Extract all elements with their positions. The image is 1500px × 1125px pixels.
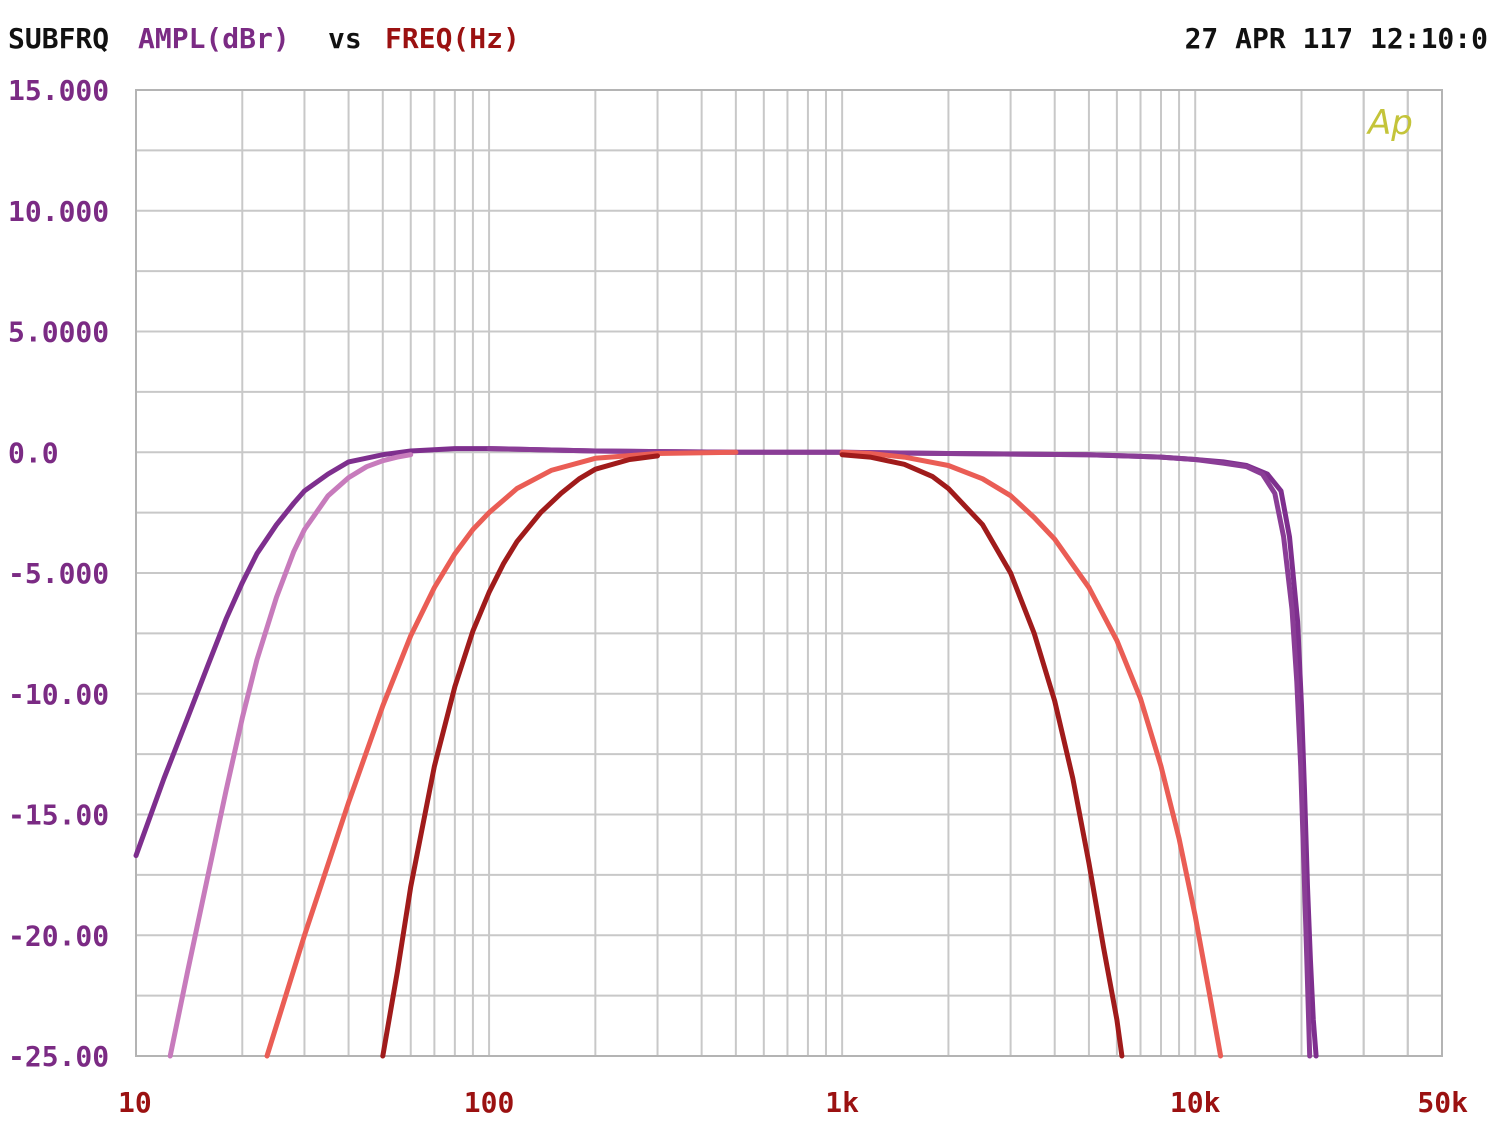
timestamp: 27 APR 117 12:10:0 — [1185, 22, 1488, 55]
y-tick-label: -25.00 — [8, 1040, 109, 1073]
series-line-2 — [486, 446, 1313, 1059]
series-group — [133, 446, 1319, 1059]
y-tick-label: -5.000 — [8, 557, 109, 590]
y-tick-label: -15.00 — [8, 799, 109, 832]
ap-logo: Ap — [1366, 103, 1413, 143]
y-axis-tick-labels: 15.000 10.000 5.0000 0.0 -5.000 -10.00 -15.00 -… — [8, 74, 109, 1073]
y-tick-label: -10.00 — [8, 678, 109, 711]
x-tick-label: 50k — [1417, 1086, 1468, 1119]
y-tick-label: 10.000 — [8, 195, 109, 228]
grid — [136, 90, 1442, 1056]
series-line-4 — [264, 449, 739, 1059]
x-tick-label: 1k — [825, 1086, 859, 1119]
y-tick-label: 15.000 — [8, 74, 109, 107]
x-axis-tick-labels: 10 100 1k 10k 50k — [118, 1086, 1468, 1119]
plot-frame — [135, 89, 1443, 1057]
series-line-7 — [839, 452, 1125, 1059]
x-tick-label: 10k — [1170, 1086, 1221, 1119]
instrument-label: SUBFRQ — [8, 22, 109, 55]
y-tick-label: -20.00 — [8, 919, 109, 952]
y-quantity-label: AMPL(dBr) — [138, 22, 290, 55]
vs-label: vs — [328, 22, 362, 55]
x-tick-label: 100 — [464, 1086, 515, 1119]
y-tick-label: 0.0 — [8, 436, 59, 469]
series-line-1 — [133, 446, 1319, 1059]
y-tick-label: 5.0000 — [8, 316, 109, 349]
x-quantity-label: FREQ(Hz) — [385, 22, 520, 55]
x-tick-label: 10 — [118, 1086, 152, 1119]
series-line-6 — [839, 449, 1224, 1059]
series-line-3 — [167, 452, 414, 1059]
series-line-5 — [380, 453, 660, 1059]
